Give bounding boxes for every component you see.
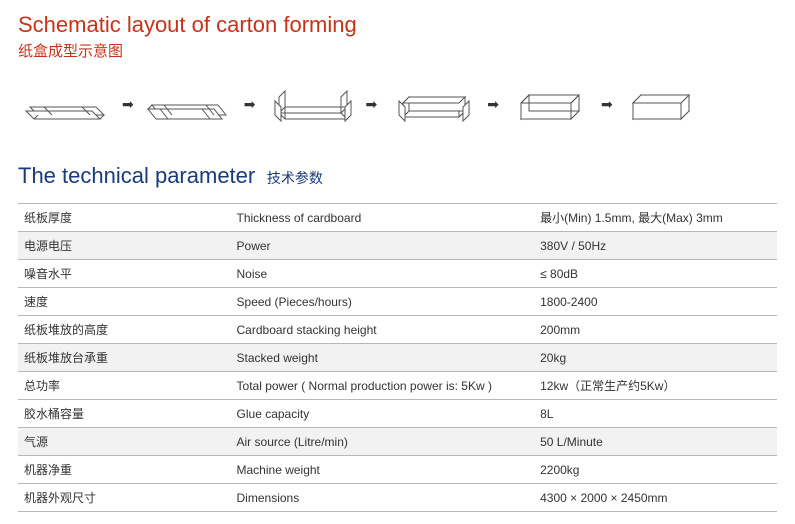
tech-parameter-header: The technical parameter 技术参数 (18, 163, 777, 189)
table-row: 胶水桶容量Glue capacity8L (18, 400, 777, 428)
table-row: 纸板堆放台承重Stacked weight20kg (18, 344, 777, 372)
param-en: Cardboard stacking height (231, 316, 535, 344)
param-en: Dimensions (231, 484, 535, 512)
param-value: 4300 × 2000 × 2450mm (534, 484, 777, 512)
param-en: Power (231, 232, 535, 260)
carton-stage-side-folded (265, 83, 355, 125)
table-row: 噪音水平Noise≤ 80dB (18, 260, 777, 288)
param-en: Air source (Litre/min) (231, 428, 535, 456)
param-value: 8L (534, 400, 777, 428)
param-value: 1800-2400 (534, 288, 777, 316)
carton-stage-flat-blank (22, 85, 112, 123)
schematic-diagram-row: ➡ ➡ ➡ (18, 83, 777, 125)
table-row: 气源Air source (Litre/min)50 L/Minute (18, 428, 777, 456)
arrow-icon: ➡ (483, 96, 503, 113)
param-en: Glue capacity (231, 400, 535, 428)
table-row: 机器净重Machine weight2200kg (18, 456, 777, 484)
param-zh: 气源 (18, 428, 231, 456)
param-value: 380V / 50Hz (534, 232, 777, 260)
schematic-title-zh: 纸盒成型示意图 (18, 40, 777, 61)
param-value: 2200kg (534, 456, 777, 484)
param-zh: 纸板厚度 (18, 204, 231, 232)
param-value: 50 L/Minute (534, 428, 777, 456)
tech-title-zh: 技术参数 (267, 170, 323, 186)
param-zh: 速度 (18, 288, 231, 316)
table-row: 纸板堆放的高度Cardboard stacking height200mm (18, 316, 777, 344)
carton-stage-scored-blank (144, 85, 234, 123)
param-zh: 机器外观尺寸 (18, 484, 231, 512)
schematic-title-en: Schematic layout of carton forming (18, 12, 777, 38)
schematic-header: Schematic layout of carton forming 纸盒成型示… (18, 12, 777, 61)
arrow-icon: ➡ (597, 96, 617, 113)
param-zh: 纸板堆放的高度 (18, 316, 231, 344)
param-value: 12kw（正常生产约5Kw） (534, 372, 777, 400)
carton-stage-closed-box (623, 83, 701, 125)
param-en: Noise (231, 260, 535, 288)
table-row: 速度Speed (Pieces/hours)1800-2400 (18, 288, 777, 316)
table-row: 总功率Total power ( Normal production power… (18, 372, 777, 400)
parameter-table: 纸板厚度Thickness of cardboard最小(Min) 1.5mm,… (18, 203, 777, 512)
param-en: Stacked weight (231, 344, 535, 372)
param-zh: 电源电压 (18, 232, 231, 260)
param-zh: 机器净重 (18, 456, 231, 484)
param-zh: 噪音水平 (18, 260, 231, 288)
arrow-icon: ➡ (361, 96, 381, 113)
param-zh: 胶水桶容量 (18, 400, 231, 428)
carton-stage-open-box (509, 83, 591, 125)
param-en: Thickness of cardboard (231, 204, 535, 232)
arrow-icon: ➡ (118, 96, 138, 113)
param-value: ≤ 80dB (534, 260, 777, 288)
param-value: 20kg (534, 344, 777, 372)
tech-title-en: The technical parameter (18, 163, 255, 188)
param-en: Total power ( Normal production power is… (231, 372, 535, 400)
param-zh: 纸板堆放台承重 (18, 344, 231, 372)
arrow-icon: ➡ (240, 96, 260, 113)
carton-stage-partial-box (387, 83, 477, 125)
param-value: 最小(Min) 1.5mm, 最大(Max) 3mm (534, 204, 777, 232)
table-row: 纸板厚度Thickness of cardboard最小(Min) 1.5mm,… (18, 204, 777, 232)
table-row: 电源电压Power380V / 50Hz (18, 232, 777, 260)
param-zh: 总功率 (18, 372, 231, 400)
param-value: 200mm (534, 316, 777, 344)
param-en: Speed (Pieces/hours) (231, 288, 535, 316)
table-row: 机器外观尺寸Dimensions4300 × 2000 × 2450mm (18, 484, 777, 512)
param-en: Machine weight (231, 456, 535, 484)
